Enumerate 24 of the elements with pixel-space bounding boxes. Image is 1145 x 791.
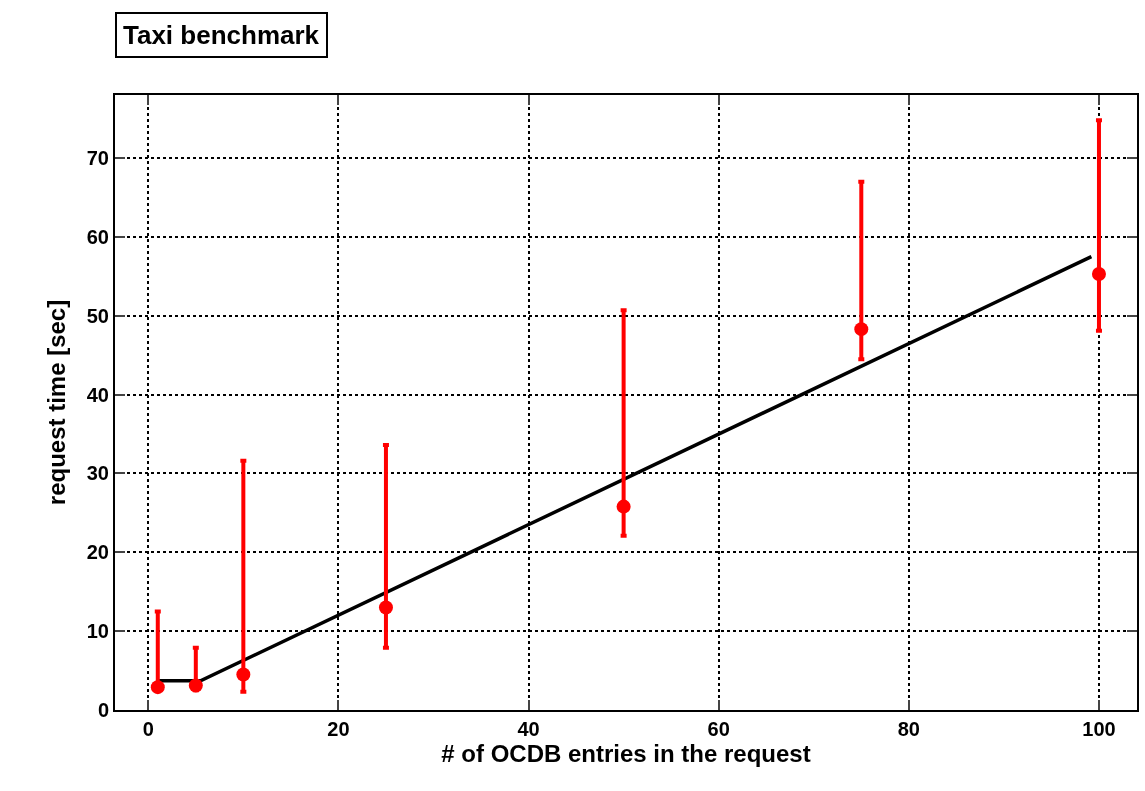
x-tick-label: 0 <box>142 718 154 740</box>
x-tick-label: 80 <box>897 718 920 740</box>
y-tick-label: 20 <box>86 541 109 564</box>
y-axis-title: request time [sec] <box>43 299 71 506</box>
x-tick-label: 40 <box>517 718 540 740</box>
y-tick-label: 30 <box>86 462 109 485</box>
point <box>236 667 251 682</box>
point <box>854 322 869 337</box>
y-tick-label: 0 <box>97 699 109 721</box>
y-tick-label: 60 <box>86 225 109 248</box>
point <box>378 600 393 615</box>
point <box>188 678 203 693</box>
x-tick-label: 20 <box>327 718 350 740</box>
point <box>616 499 631 514</box>
chart-title: Taxi benchmark <box>123 20 320 50</box>
x-tick-label: 60 <box>707 718 730 740</box>
y-tick-label: 10 <box>86 620 109 643</box>
y-tick-label: 50 <box>86 304 109 327</box>
x-tick-label: 100 <box>1082 718 1116 740</box>
y-tick-label: 40 <box>86 383 109 406</box>
x-axis-title: # of OCDB entries in the request <box>441 740 811 767</box>
y-tick-label: 70 <box>86 147 109 170</box>
point <box>150 680 165 695</box>
point <box>1091 266 1106 281</box>
